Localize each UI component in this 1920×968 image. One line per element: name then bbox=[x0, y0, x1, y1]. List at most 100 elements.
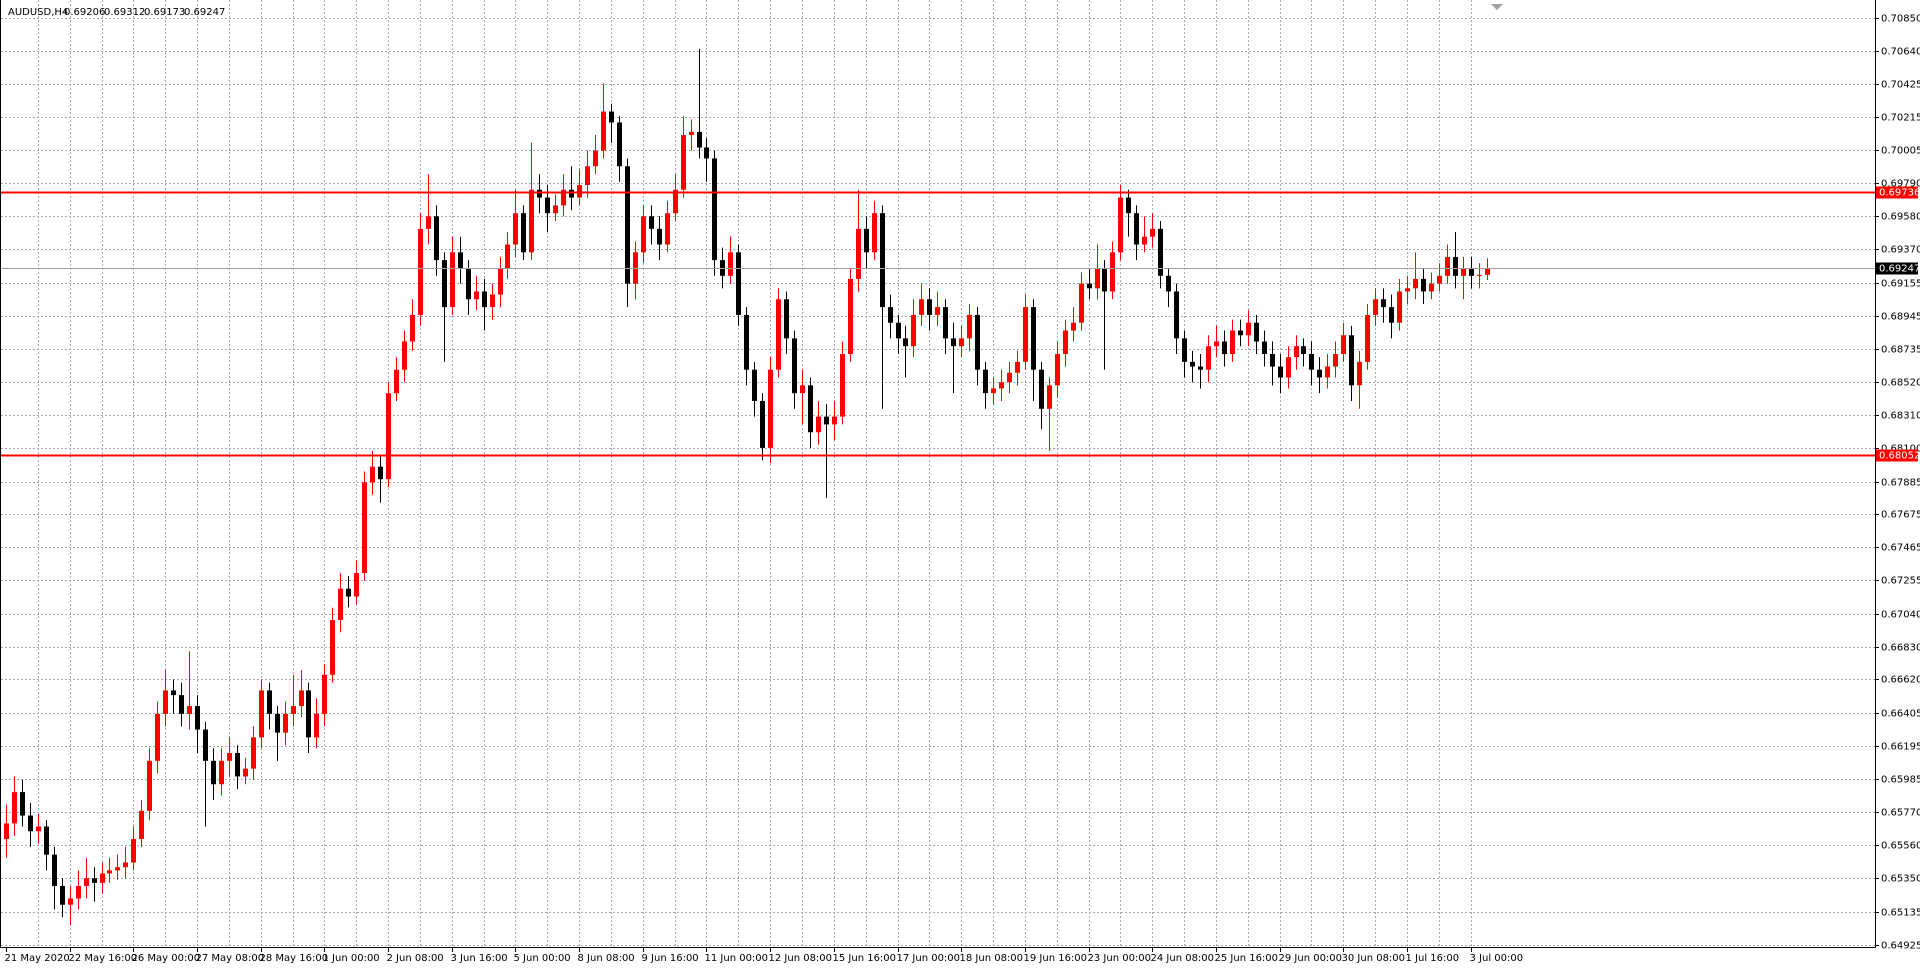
x-tick-label: 27 May 08:00 bbox=[196, 953, 265, 964]
y-tick-label: 0.70640 bbox=[1881, 47, 1920, 58]
candle-body bbox=[1301, 346, 1306, 355]
candle-body bbox=[577, 185, 582, 198]
candle-body bbox=[872, 213, 877, 253]
candle-body bbox=[306, 690, 311, 738]
level-tag-label: 0.68052 bbox=[1879, 451, 1920, 462]
candle-body bbox=[92, 878, 97, 883]
candle-body bbox=[203, 729, 208, 761]
candle-body bbox=[513, 213, 518, 245]
candle-body bbox=[848, 278, 853, 355]
candle-body bbox=[267, 690, 272, 714]
candle-body bbox=[1118, 197, 1123, 253]
candle-body bbox=[1198, 366, 1203, 370]
candle-body bbox=[1389, 307, 1394, 323]
candle-body bbox=[1214, 341, 1219, 347]
quote-value: 0.69247 bbox=[184, 7, 225, 18]
candle-body bbox=[919, 299, 924, 315]
candle-body bbox=[983, 369, 988, 394]
grid bbox=[1, 0, 1875, 947]
y-tick-label: 0.67040 bbox=[1881, 610, 1920, 621]
y-tick-label: 0.70215 bbox=[1881, 113, 1920, 124]
candle-body bbox=[1349, 335, 1354, 386]
candle-body bbox=[561, 189, 566, 206]
quote-value: 0.69312 bbox=[104, 7, 145, 18]
y-tick-label: 0.69370 bbox=[1881, 245, 1920, 256]
candle-body bbox=[386, 393, 391, 480]
y-tick-label: 0.67885 bbox=[1881, 478, 1920, 489]
candle-body bbox=[1381, 299, 1386, 308]
y-tick-label: 0.66620 bbox=[1881, 675, 1920, 686]
candle-body bbox=[1134, 213, 1139, 245]
x-tick-label: 21 May 2020 bbox=[5, 953, 70, 964]
candle-body bbox=[1333, 354, 1338, 367]
x-tick-label: 3 Jul 00:00 bbox=[1470, 953, 1524, 964]
y-tick-label: 0.66405 bbox=[1881, 709, 1920, 720]
candle-body bbox=[1477, 274, 1482, 276]
candle-body bbox=[219, 760, 224, 785]
y-tick-label: 0.65985 bbox=[1881, 775, 1920, 786]
candle-body bbox=[498, 267, 503, 295]
x-tick-label: 19 Jun 16:00 bbox=[1024, 953, 1088, 964]
y-tick-label: 0.64925 bbox=[1881, 941, 1920, 952]
candle-body bbox=[418, 228, 423, 315]
x-tick-label: 29 Jun 00:00 bbox=[1279, 953, 1343, 964]
candle-body bbox=[52, 854, 57, 886]
x-tick-label: 1 Jul 16:00 bbox=[1406, 953, 1460, 964]
candle-body bbox=[736, 252, 741, 315]
candle-body bbox=[1087, 283, 1092, 289]
candle-body bbox=[179, 695, 184, 714]
candle-body bbox=[808, 385, 813, 433]
x-tick-label: 15 Jun 16:00 bbox=[833, 953, 897, 964]
candle-body bbox=[505, 244, 510, 268]
y-tick-label: 0.67255 bbox=[1881, 576, 1920, 587]
candle-body bbox=[330, 620, 335, 675]
candle-body bbox=[776, 299, 781, 370]
x-tick-label: 26 May 00:00 bbox=[132, 953, 201, 964]
candle-body bbox=[322, 674, 327, 714]
candle-body bbox=[697, 131, 702, 148]
candle-body bbox=[107, 870, 112, 874]
candle-body bbox=[187, 706, 192, 714]
candle-body bbox=[1206, 346, 1211, 370]
candle-body bbox=[1445, 257, 1450, 276]
candle-body bbox=[625, 166, 630, 284]
candle-body bbox=[752, 369, 757, 401]
candle-body bbox=[243, 768, 248, 777]
candle-body bbox=[490, 294, 495, 308]
x-tick-label: 18 Jun 08:00 bbox=[960, 953, 1024, 964]
candle-body bbox=[1309, 354, 1314, 370]
candle-body bbox=[346, 588, 351, 597]
candle-body bbox=[291, 706, 296, 714]
candle-body bbox=[1421, 278, 1426, 292]
candle-body bbox=[593, 150, 598, 167]
candle-body bbox=[1262, 341, 1267, 355]
x-tick-label: 17 Jun 00:00 bbox=[897, 953, 961, 964]
candle-body bbox=[959, 338, 964, 347]
candle-body bbox=[458, 252, 463, 268]
x-tick-label: 22 May 16:00 bbox=[69, 953, 138, 964]
candle-body bbox=[1166, 275, 1171, 292]
candle-body bbox=[1190, 361, 1195, 367]
candle-body bbox=[1429, 283, 1434, 292]
candle-body bbox=[115, 867, 120, 871]
candle-body bbox=[251, 737, 256, 769]
x-tick-label: 30 Jun 08:00 bbox=[1342, 953, 1406, 964]
x-tick-label: 25 Jun 16:00 bbox=[1215, 953, 1279, 964]
shift-marker bbox=[1491, 4, 1503, 10]
x-tick-label: 28 May 16:00 bbox=[260, 953, 329, 964]
candle-body bbox=[195, 706, 200, 730]
y-tick-label: 0.70005 bbox=[1881, 146, 1920, 157]
x-tick-label: 24 Jun 08:00 bbox=[1151, 953, 1215, 964]
y-tick-label: 0.65560 bbox=[1881, 841, 1920, 852]
candle-body bbox=[585, 166, 590, 186]
candle-body bbox=[1031, 307, 1036, 370]
candle-body bbox=[466, 267, 471, 300]
candle-body bbox=[1413, 278, 1418, 289]
candle-body bbox=[975, 314, 980, 370]
candle-body bbox=[275, 713, 280, 733]
candle-body bbox=[529, 189, 534, 253]
candle-body bbox=[283, 713, 288, 733]
candle-body bbox=[1294, 346, 1299, 358]
